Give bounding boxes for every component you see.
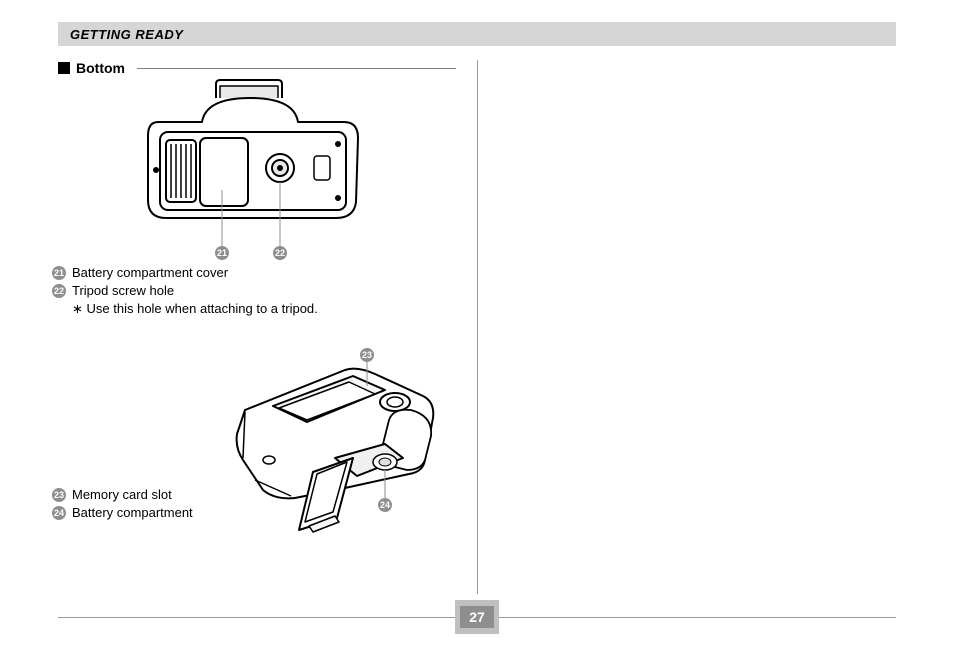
page: GETTING READY Bottom (0, 0, 954, 646)
legend-text-22: Tripod screw hole (72, 282, 174, 300)
legend-text-24: Battery compartment (72, 504, 193, 522)
camera-open-svg (225, 340, 445, 540)
legend-block-1: 21 Battery compartment cover 22 Tripod s… (52, 264, 318, 318)
square-bullet-icon (58, 62, 70, 74)
section-title-rule (137, 68, 456, 69)
legend-text-23: Memory card slot (72, 486, 172, 504)
page-number: 27 (469, 609, 485, 625)
figure-camera-bottom: 21 22 (138, 78, 368, 268)
callout-24: 24 (378, 498, 392, 512)
callout-21: 21 (215, 246, 229, 260)
legend-note-22: Use this hole when attaching to a tripod… (87, 301, 318, 316)
legend-num-21: 21 (52, 266, 66, 280)
figure-camera-open: 23 24 (225, 340, 445, 545)
asterisk-icon: ∗ (72, 301, 87, 316)
page-number-inner: 27 (460, 606, 494, 628)
header-title: GETTING READY (70, 27, 183, 42)
callout-23: 23 (360, 348, 374, 362)
legend-item-22: 22 Tripod screw hole (52, 282, 318, 300)
page-number-box: 27 (455, 600, 499, 634)
legend-num-24: 24 (52, 506, 66, 520)
legend-num-23: 23 (52, 488, 66, 502)
legend-block-2: 23 Memory card slot 24 Battery compartme… (52, 486, 193, 522)
camera-bottom-svg (138, 78, 368, 263)
footer-rule-left (58, 617, 455, 618)
column-divider (477, 60, 478, 594)
legend-note-22-row: ∗ Use this hole when attaching to a trip… (52, 300, 318, 318)
legend-item-23: 23 Memory card slot (52, 486, 193, 504)
footer-rule-right (499, 617, 896, 618)
callout-22: 22 (273, 246, 287, 260)
legend-item-21: 21 Battery compartment cover (52, 264, 318, 282)
section-title-row: Bottom (58, 60, 456, 76)
legend-num-22: 22 (52, 284, 66, 298)
section-title: Bottom (76, 60, 125, 76)
legend-text-21: Battery compartment cover (72, 264, 228, 282)
legend-item-24: 24 Battery compartment (52, 504, 193, 522)
header-bar: GETTING READY (58, 22, 896, 46)
